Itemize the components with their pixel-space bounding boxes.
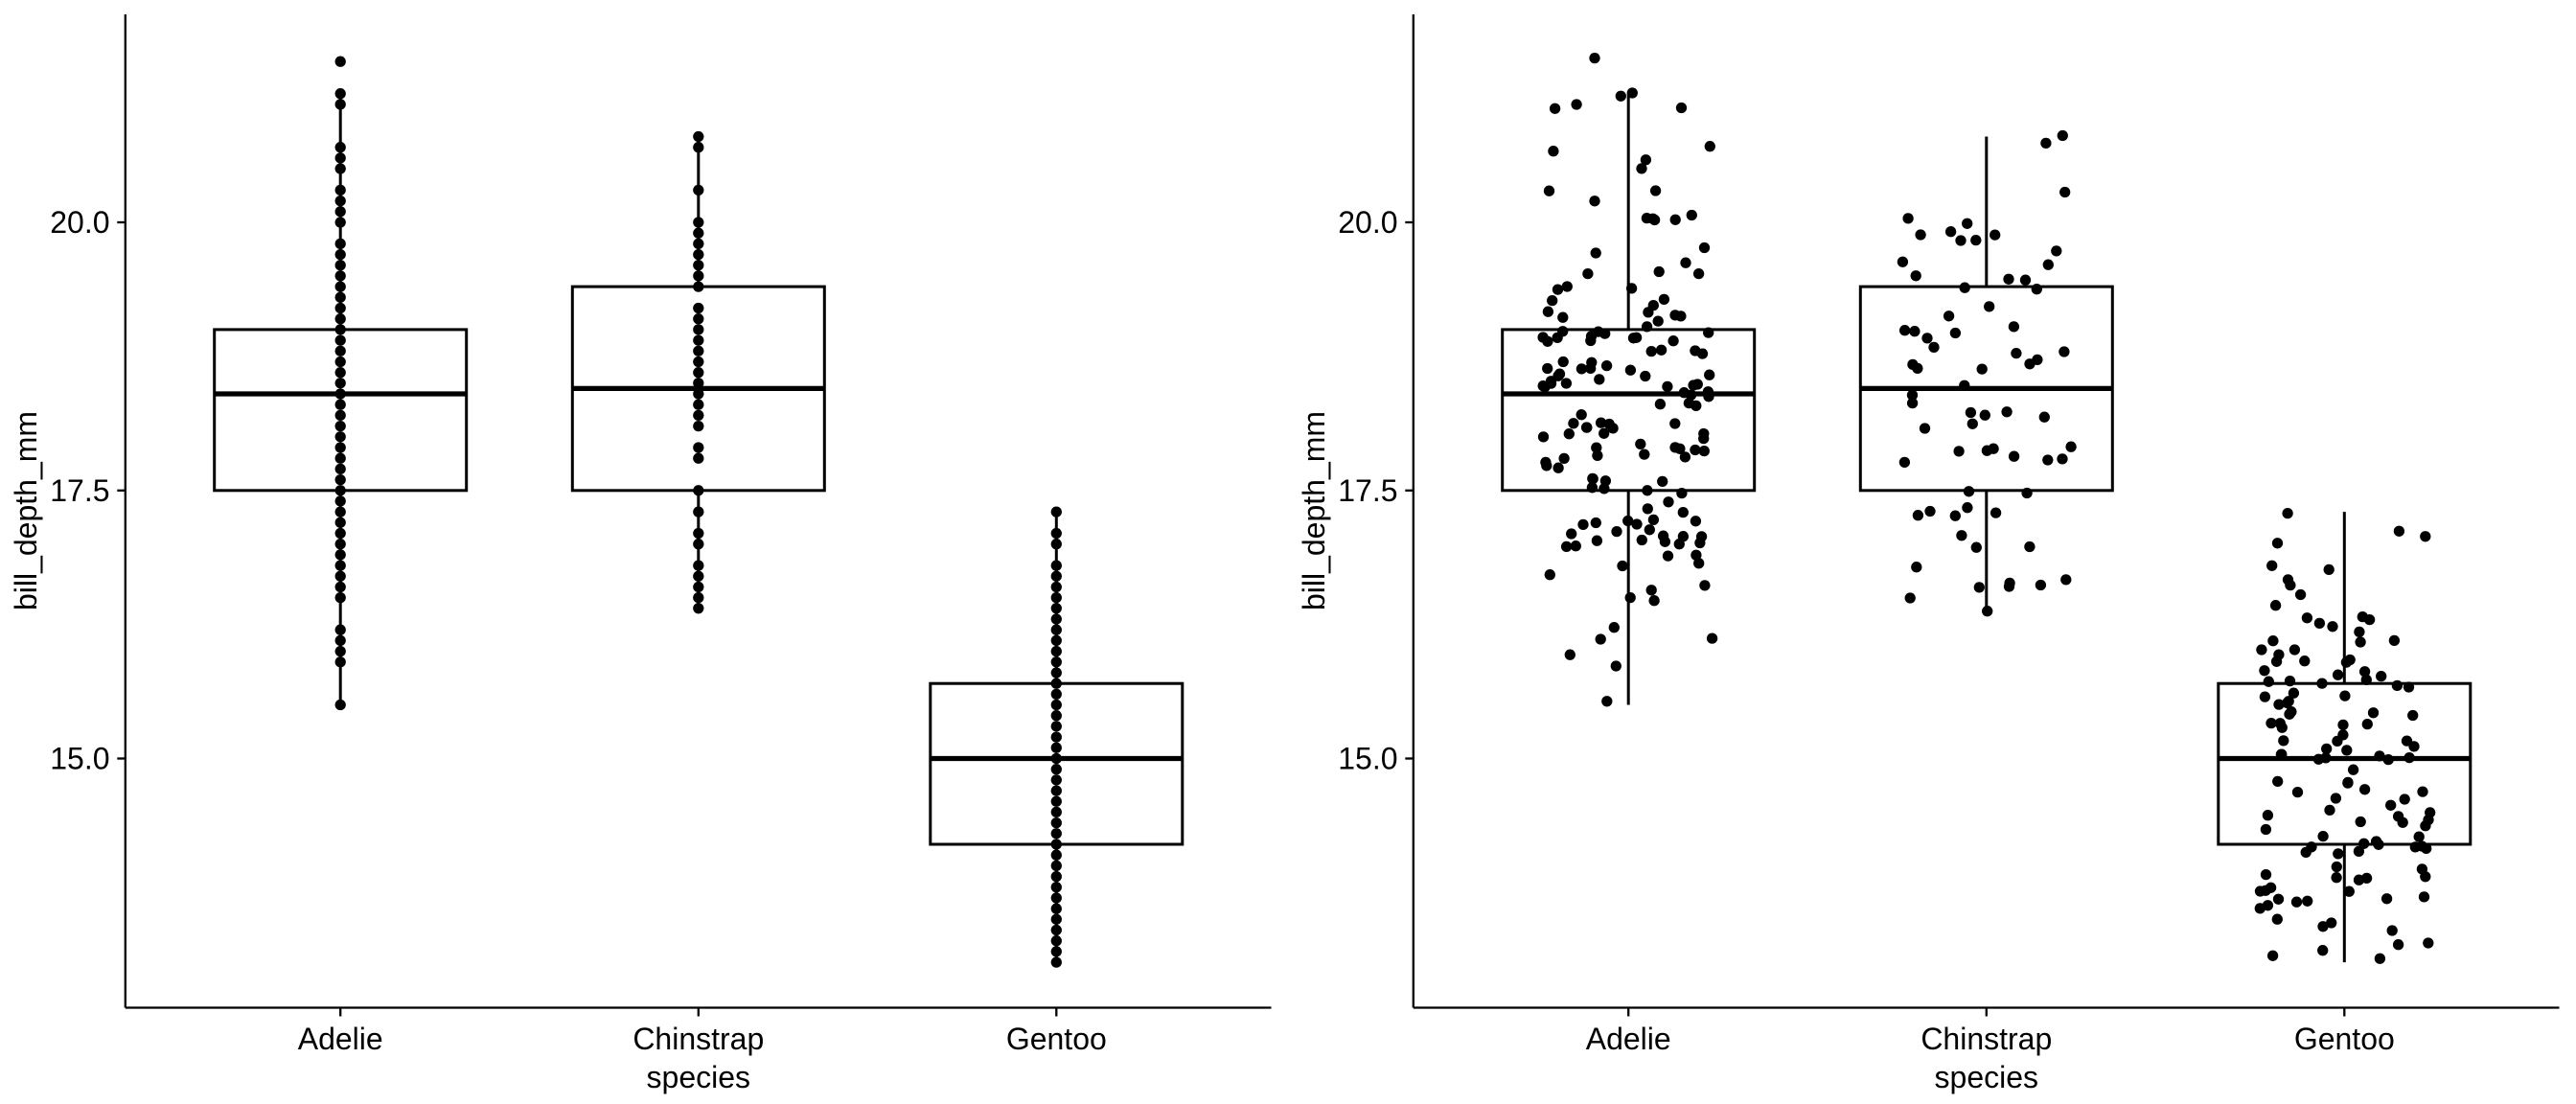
svg-text:bill_depth_mm: bill_depth_mm — [1297, 411, 1331, 610]
svg-text:Chinstrap: Chinstrap — [1920, 1022, 2052, 1056]
svg-text:Gentoo: Gentoo — [1006, 1022, 1107, 1056]
svg-text:species: species — [1935, 1060, 2039, 1094]
svg-text:15.0: 15.0 — [1338, 742, 1397, 776]
svg-text:Gentoo: Gentoo — [2294, 1022, 2395, 1056]
svg-text:17.5: 17.5 — [1338, 473, 1397, 508]
svg-text:Adelie: Adelie — [1586, 1022, 1671, 1056]
svg-text:20.0: 20.0 — [50, 205, 109, 240]
svg-text:species: species — [647, 1060, 751, 1094]
svg-text:17.5: 17.5 — [50, 473, 109, 508]
svg-text:Chinstrap: Chinstrap — [632, 1022, 764, 1056]
svg-text:20.0: 20.0 — [1338, 205, 1397, 240]
svg-text:Adelie: Adelie — [298, 1022, 383, 1056]
svg-text:bill_depth_mm: bill_depth_mm — [9, 411, 43, 610]
svg-text:15.0: 15.0 — [50, 742, 109, 776]
